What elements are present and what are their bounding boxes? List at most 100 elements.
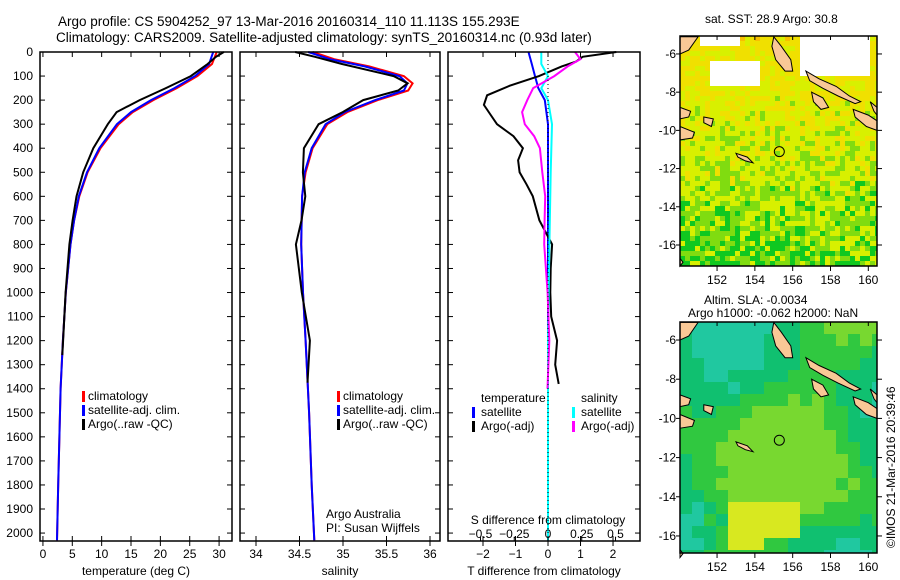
map-cell	[830, 246, 835, 251]
map-cell	[750, 256, 755, 261]
map-cell	[855, 176, 860, 181]
map-cell	[755, 146, 760, 151]
lon-tick-label: 156	[783, 560, 803, 574]
map-cell	[725, 81, 730, 86]
x-tick-label: 35.5	[375, 547, 399, 561]
map-cell	[788, 322, 800, 334]
map-cell	[805, 151, 810, 156]
map-cell	[705, 96, 710, 101]
map-cell	[840, 241, 845, 246]
map-cell	[850, 116, 855, 121]
map-cell	[715, 116, 720, 121]
map-cell	[848, 550, 860, 553]
map-cell	[840, 71, 845, 76]
map-cell	[735, 136, 740, 141]
map-cell	[765, 166, 770, 171]
map-cell	[860, 226, 865, 231]
map-cell	[788, 550, 800, 553]
map-cell	[780, 166, 785, 171]
map-cell	[865, 146, 870, 151]
map-cell	[770, 256, 775, 261]
map-cell	[870, 36, 875, 41]
map-cell	[825, 166, 830, 171]
map-cell	[855, 56, 860, 61]
map-cell	[770, 261, 775, 266]
map-cell	[750, 36, 755, 41]
map-cell	[815, 121, 820, 126]
map-cell	[680, 151, 685, 156]
map-cell	[830, 121, 835, 126]
map-cell	[845, 111, 850, 116]
map-cell	[750, 111, 755, 116]
map-cell	[850, 101, 855, 106]
map-cell	[760, 186, 765, 191]
map-cell	[695, 156, 700, 161]
s-axis-label: S difference from climatology	[471, 513, 626, 527]
map-cell	[870, 191, 875, 196]
map-cell	[865, 251, 870, 256]
map-cell	[795, 251, 800, 256]
sla-map-title: Altim. SLA: -0.0034	[704, 293, 808, 307]
map-cell	[755, 106, 760, 111]
map-cell	[704, 382, 716, 394]
map-cell	[690, 226, 695, 231]
map-cell	[740, 526, 752, 538]
map-cell	[740, 196, 745, 201]
map-cell	[740, 36, 745, 41]
map-cell	[715, 141, 720, 146]
map-cell	[720, 101, 725, 106]
map-cell	[855, 41, 860, 46]
map-cell	[735, 146, 740, 151]
map-cell	[765, 236, 770, 241]
map-cell	[730, 71, 735, 76]
map-cell	[805, 36, 810, 41]
map-cell	[855, 256, 860, 261]
map-cell	[730, 236, 735, 241]
map-cell	[740, 430, 752, 442]
map-cell	[725, 136, 730, 141]
map-cell	[812, 502, 824, 514]
map-cell	[685, 61, 690, 66]
map-cell	[695, 216, 700, 221]
map-cell	[735, 171, 740, 176]
map-cell	[805, 51, 810, 56]
map-cell	[805, 261, 810, 266]
map-cell	[735, 121, 740, 126]
map-cell	[780, 206, 785, 211]
map-cell	[704, 394, 716, 406]
map-cell	[775, 106, 780, 111]
map-cell	[815, 126, 820, 131]
map-cell	[835, 71, 840, 76]
map-cell	[815, 231, 820, 236]
map-cell	[760, 51, 765, 56]
map-cell	[875, 251, 877, 256]
map-cell	[740, 86, 745, 91]
map-cell	[785, 256, 790, 261]
map-cell	[728, 406, 740, 418]
map-cell	[690, 246, 695, 251]
map-cell	[850, 56, 855, 61]
map-cell	[875, 96, 877, 101]
map-cell	[825, 96, 830, 101]
map-cell	[800, 101, 805, 106]
map-cell	[840, 176, 845, 181]
map-cell	[716, 430, 728, 442]
y-tick-label: 1000	[6, 286, 33, 300]
map-cell	[765, 76, 770, 81]
map-cell	[845, 226, 850, 231]
map-cell	[830, 156, 835, 161]
map-cell	[845, 76, 850, 81]
map-cell	[810, 41, 815, 46]
map-cell	[815, 161, 820, 166]
map-cell	[815, 151, 820, 156]
map-cell	[776, 478, 788, 490]
map-cell	[805, 176, 810, 181]
map-cell	[830, 46, 835, 51]
map-cell	[800, 418, 812, 430]
map-cell	[845, 221, 850, 226]
map-cell	[845, 156, 850, 161]
map-cell	[825, 176, 830, 181]
map-cell	[775, 206, 780, 211]
x-axis-label: temperature (deg C)	[82, 564, 190, 578]
map-cell	[795, 116, 800, 121]
